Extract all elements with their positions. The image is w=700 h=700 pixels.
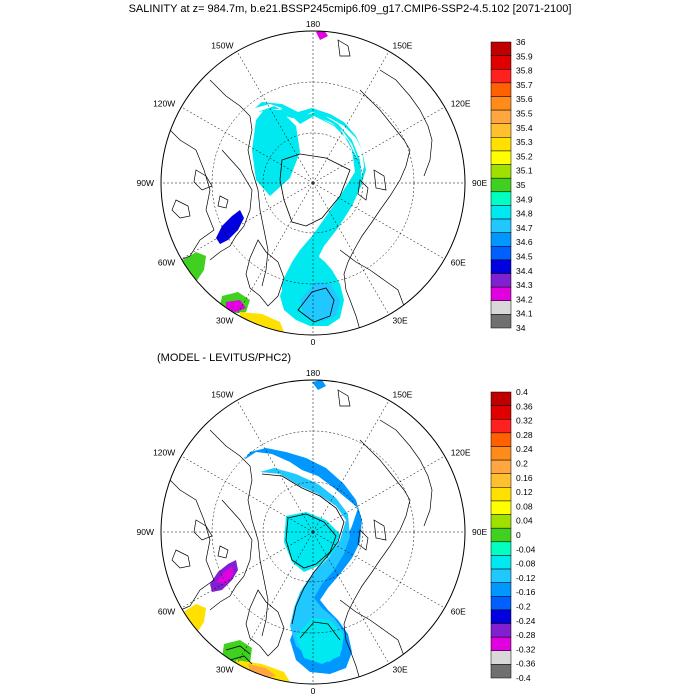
colorbar-swatch xyxy=(490,68,512,84)
colorbar-label: 35.2 xyxy=(516,151,533,161)
colorbar-swatch xyxy=(490,164,512,179)
colorbar-swatch xyxy=(490,177,512,193)
panel-2-title: (MODEL - LEVITUS/PHC2) xyxy=(157,352,292,364)
field-atlantic-yellow xyxy=(240,312,284,334)
meridian-line xyxy=(312,51,390,184)
map-border-1 xyxy=(160,30,466,336)
longitude-label: 30E xyxy=(393,316,408,326)
longitude-label: 120W xyxy=(153,99,175,109)
colorbar-label: 35.4 xyxy=(516,123,533,133)
meridians xyxy=(161,31,465,335)
colorbar-label: 34.6 xyxy=(516,237,533,247)
colorbar-label: 35.6 xyxy=(516,94,533,104)
salinity-contours xyxy=(279,153,351,323)
meridian-line xyxy=(181,182,314,260)
meridian-line xyxy=(312,182,390,315)
contour-34-9-atlantic xyxy=(297,287,335,323)
longitude-label: 30W xyxy=(216,316,233,326)
colorbar-swatch xyxy=(490,82,512,97)
salinity-field xyxy=(176,31,366,334)
colorbar-swatch xyxy=(490,96,512,111)
meridian-line xyxy=(312,106,445,184)
colorbar-label: 35.7 xyxy=(516,80,533,90)
colorbar-swatch xyxy=(490,150,512,165)
colorbar-swatch xyxy=(490,41,512,56)
colorbar-label: 36 xyxy=(516,37,526,47)
field-lower-basin xyxy=(252,110,300,196)
page-title: SALINITY at z= 984.7m, b.e21.BSSP245cmip… xyxy=(128,3,572,15)
colorbar-label: 34.2 xyxy=(516,294,533,304)
field-bering xyxy=(316,31,328,40)
meridian-line xyxy=(236,182,314,315)
colorbar-swatch xyxy=(490,246,512,261)
coast-islands xyxy=(171,39,387,219)
colorbar-swatch xyxy=(490,273,512,288)
colorbar-label: 35 xyxy=(516,180,526,190)
colorbar-label: 34.1 xyxy=(516,309,533,319)
colorbar-label: 34.8 xyxy=(516,209,533,219)
field-atlantic-blob xyxy=(300,282,340,322)
colorbar-label: 34.9 xyxy=(516,194,533,204)
colorbar-label: 35.3 xyxy=(516,137,533,147)
colorbar-label: 35.8 xyxy=(516,66,533,76)
colorbar-1: 36 35.9 35.8 35.7 35.6 35.5 35.4 35.3 35.2 35.1 35… xyxy=(490,37,533,333)
colorbar-swatch xyxy=(490,137,512,152)
colorbar-label: 34.5 xyxy=(516,252,533,262)
field-atlantic-magenta xyxy=(226,300,246,312)
colorbar-label: 35.9 xyxy=(516,51,533,61)
colorbar-swatch xyxy=(490,205,512,220)
colorbar-label: 34.3 xyxy=(516,280,533,290)
colorbar-swatch xyxy=(490,259,512,274)
colorbar-swatch xyxy=(490,232,512,247)
colorbar-swatch xyxy=(490,55,512,70)
coastlines xyxy=(169,39,433,331)
colorbar-swatch xyxy=(490,123,512,138)
longitude-label: 90E xyxy=(472,178,487,188)
colorbar-swatch xyxy=(490,191,512,206)
colorbar-swatch xyxy=(490,314,512,329)
colorbar-label: 35.1 xyxy=(516,166,533,176)
longitude-label: 60E xyxy=(451,258,466,268)
colorbar-label: 34.7 xyxy=(516,223,533,233)
longitude-label: 120E xyxy=(451,99,471,109)
graticule-1 xyxy=(161,31,465,335)
longitude-label: 180 xyxy=(306,19,320,29)
field-basin-main xyxy=(258,106,362,324)
longitude-labels-1: 180 150E 120E 90E 60E 30E 0 30W 60W 90W 120W 150W xyxy=(137,19,488,347)
colorbar-label: 35.5 xyxy=(516,109,533,119)
longitude-label: 150W xyxy=(211,40,233,50)
longitude-label: 90W xyxy=(137,178,154,188)
coast-greenland xyxy=(245,239,285,307)
coast-north-america xyxy=(169,79,269,287)
field-baffin xyxy=(216,210,244,244)
colorbar-swatch xyxy=(490,109,512,124)
meridian-line xyxy=(236,51,314,184)
colorbar-label: 34.4 xyxy=(516,266,533,276)
colorbar-label: 34 xyxy=(516,323,526,333)
contour-34-9-basin xyxy=(279,153,351,227)
longitude-label: 150E xyxy=(393,40,413,50)
meridian-line xyxy=(181,106,314,184)
longitude-label: 60W xyxy=(158,258,175,268)
colorbar-swatch xyxy=(490,300,512,315)
longitude-label: 0 xyxy=(311,337,316,347)
colorbar-swatch xyxy=(490,286,512,302)
colorbar-swatch xyxy=(490,218,512,233)
meridian-line xyxy=(312,182,445,260)
